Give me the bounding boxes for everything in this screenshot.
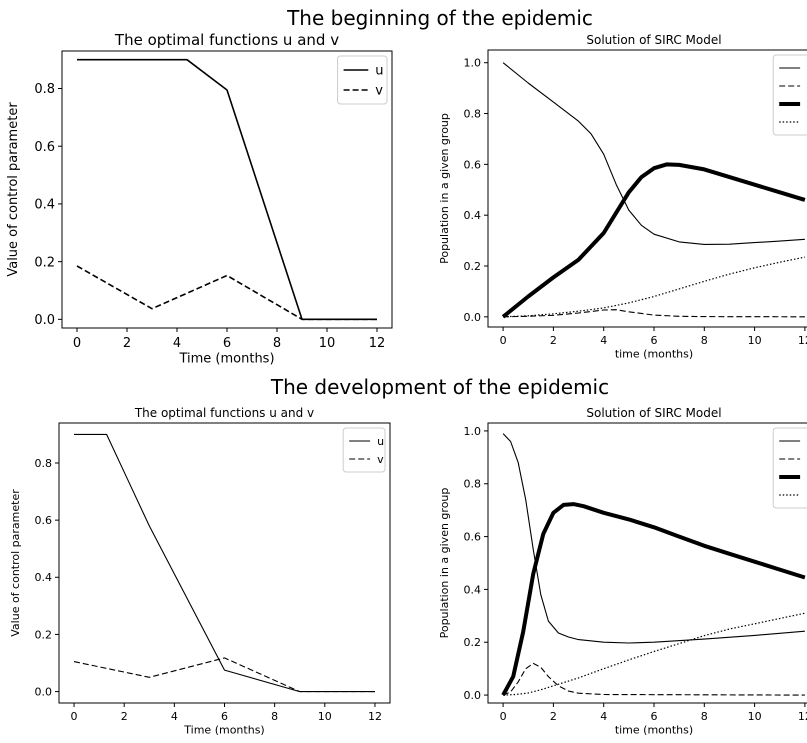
series-line-I xyxy=(503,663,805,695)
x-tick-label: 2 xyxy=(550,710,557,723)
x-tick-label: 0 xyxy=(500,710,507,723)
x-tick-label: 12 xyxy=(798,710,807,723)
x-axis-label: time (months) xyxy=(615,724,693,737)
plot-area xyxy=(503,434,805,695)
x-tick-label: 4 xyxy=(600,710,607,723)
legend-box xyxy=(773,428,807,508)
series-line-R xyxy=(503,504,805,695)
y-tick-label: 1.0 xyxy=(464,425,482,438)
y-tick-label: 0.2 xyxy=(464,636,482,649)
x-tick-label: 10 xyxy=(748,710,762,723)
x-tick-label: 6 xyxy=(651,710,658,723)
y-tick-label: 0.0 xyxy=(464,689,482,702)
x-tick-label: 8 xyxy=(701,710,708,723)
chart-title: Solution of SIRC Model xyxy=(586,406,721,420)
series-line-S xyxy=(503,434,805,643)
y-tick-label: 0.8 xyxy=(464,478,482,491)
y-tick-label: 0.6 xyxy=(464,531,482,544)
y-tick-label: 0.4 xyxy=(464,583,482,596)
y-axis-label: Population in a given group xyxy=(438,488,451,639)
series-line-C xyxy=(503,613,805,695)
